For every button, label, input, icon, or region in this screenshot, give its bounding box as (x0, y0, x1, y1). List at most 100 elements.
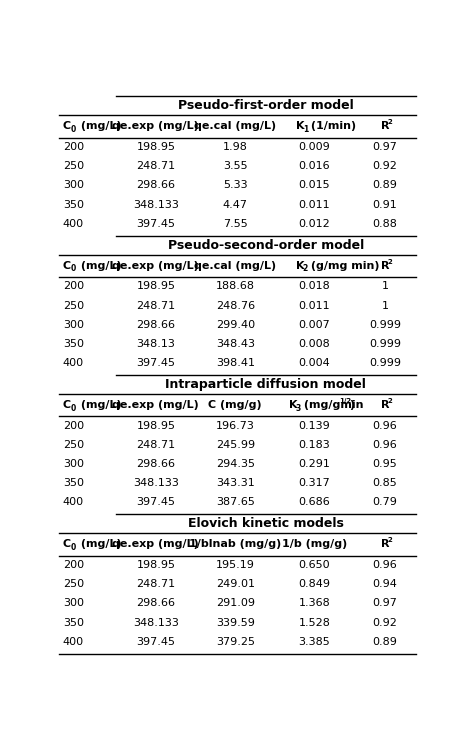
Text: 248.71: 248.71 (137, 161, 175, 171)
Text: 298.66: 298.66 (137, 599, 175, 608)
Text: 195.19: 195.19 (216, 560, 255, 570)
Text: 249.01: 249.01 (216, 579, 255, 590)
Text: 397.45: 397.45 (137, 358, 175, 368)
Text: C: C (63, 540, 71, 550)
Text: 400: 400 (63, 636, 84, 647)
Text: (mg/L): (mg/L) (77, 261, 121, 271)
Text: 0: 0 (71, 264, 76, 273)
Text: C: C (63, 121, 71, 131)
Text: 348.133: 348.133 (133, 478, 179, 489)
Text: Elovich kinetic models: Elovich kinetic models (188, 517, 344, 530)
Text: 348.13: 348.13 (137, 339, 175, 349)
Text: K: K (296, 121, 305, 131)
Text: 0: 0 (71, 125, 76, 134)
Text: 291.09: 291.09 (216, 599, 255, 608)
Text: 400: 400 (63, 498, 84, 507)
Text: 3: 3 (295, 403, 301, 412)
Text: 0.92: 0.92 (373, 618, 397, 627)
Text: 350: 350 (63, 618, 84, 627)
Text: 397.45: 397.45 (137, 636, 175, 647)
Text: 200: 200 (63, 281, 84, 292)
Text: qe.exp (mg/L): qe.exp (mg/L) (112, 121, 199, 131)
Text: 196.73: 196.73 (216, 421, 255, 431)
Text: 0.011: 0.011 (299, 301, 330, 311)
Text: 397.45: 397.45 (137, 219, 175, 228)
Text: (mg/gmin: (mg/gmin (300, 400, 364, 410)
Text: 3.55: 3.55 (223, 161, 247, 171)
Text: 400: 400 (63, 358, 84, 368)
Text: 2: 2 (387, 538, 392, 544)
Text: R: R (381, 121, 390, 131)
Text: 348.133: 348.133 (133, 618, 179, 627)
Text: 294.35: 294.35 (216, 459, 255, 469)
Text: 1.368: 1.368 (299, 599, 330, 608)
Text: 0.015: 0.015 (299, 180, 330, 191)
Text: 3.385: 3.385 (299, 636, 330, 647)
Text: qe.exp (mg/L): qe.exp (mg/L) (112, 540, 199, 550)
Text: qe.cal (mg/L): qe.cal (mg/L) (194, 261, 276, 271)
Text: 245.99: 245.99 (216, 440, 255, 450)
Text: 0.94: 0.94 (373, 579, 397, 590)
Text: 339.59: 339.59 (216, 618, 255, 627)
Text: 299.40: 299.40 (216, 320, 255, 329)
Text: 1.98: 1.98 (223, 142, 247, 152)
Text: 250: 250 (63, 440, 84, 450)
Text: 0.011: 0.011 (299, 200, 330, 210)
Text: 0.008: 0.008 (299, 339, 330, 349)
Text: 350: 350 (63, 339, 84, 349)
Text: 198.95: 198.95 (137, 560, 175, 570)
Text: 398.41: 398.41 (216, 358, 255, 368)
Text: 0.89: 0.89 (373, 636, 397, 647)
Text: 0.012: 0.012 (299, 219, 330, 228)
Text: 0.009: 0.009 (299, 142, 330, 152)
Text: 300: 300 (63, 180, 84, 191)
Text: R: R (381, 261, 390, 271)
Text: 4.47: 4.47 (223, 200, 248, 210)
Text: 248.71: 248.71 (137, 301, 175, 311)
Text: 0.007: 0.007 (299, 320, 330, 329)
Text: Pseudo-first-order model: Pseudo-first-order model (178, 100, 354, 112)
Text: 0.016: 0.016 (299, 161, 330, 171)
Text: 2: 2 (303, 264, 308, 273)
Text: 0.999: 0.999 (369, 358, 401, 368)
Text: 348.133: 348.133 (133, 200, 179, 210)
Text: R: R (381, 400, 390, 410)
Text: 1.528: 1.528 (299, 618, 330, 627)
Text: 298.66: 298.66 (137, 180, 175, 191)
Text: 0.88: 0.88 (373, 219, 397, 228)
Text: (mg/L): (mg/L) (77, 400, 121, 410)
Text: 0.650: 0.650 (299, 560, 330, 570)
Text: 250: 250 (63, 579, 84, 590)
Text: (1/min): (1/min) (307, 121, 356, 131)
Text: 200: 200 (63, 560, 84, 570)
Text: 1/b (mg/g): 1/b (mg/g) (282, 540, 347, 550)
Text: 0.004: 0.004 (299, 358, 330, 368)
Text: 0.999: 0.999 (369, 339, 401, 349)
Text: qe.exp (mg/L): qe.exp (mg/L) (112, 261, 199, 271)
Text: 1: 1 (382, 301, 388, 311)
Text: 200: 200 (63, 421, 84, 431)
Text: C (mg/g): C (mg/g) (209, 400, 262, 410)
Text: 0.92: 0.92 (373, 161, 397, 171)
Text: 1/blnab (mg/g): 1/blnab (mg/g) (189, 540, 282, 550)
Text: 2: 2 (387, 259, 392, 265)
Text: 0: 0 (71, 403, 76, 412)
Text: 300: 300 (63, 459, 84, 469)
Text: Pseudo-second-order model: Pseudo-second-order model (168, 239, 364, 252)
Text: 350: 350 (63, 478, 84, 489)
Text: 0.999: 0.999 (369, 320, 401, 329)
Text: 250: 250 (63, 161, 84, 171)
Text: 0.139: 0.139 (299, 421, 330, 431)
Text: 0.183: 0.183 (299, 440, 330, 450)
Text: 0.85: 0.85 (373, 478, 397, 489)
Text: 0.018: 0.018 (299, 281, 330, 292)
Text: 0.89: 0.89 (373, 180, 397, 191)
Text: Intraparticle diffusion model: Intraparticle diffusion model (165, 378, 366, 391)
Text: 300: 300 (63, 599, 84, 608)
Text: (mg/L): (mg/L) (77, 540, 121, 550)
Text: 5.33: 5.33 (223, 180, 247, 191)
Text: C: C (63, 400, 71, 410)
Text: 379.25: 379.25 (216, 636, 255, 647)
Text: 0.317: 0.317 (299, 478, 330, 489)
Text: 188.68: 188.68 (216, 281, 255, 292)
